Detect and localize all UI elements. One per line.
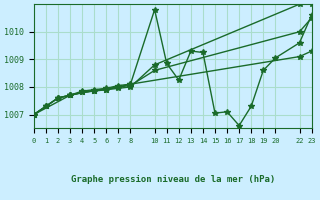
X-axis label: Graphe pression niveau de la mer (hPa): Graphe pression niveau de la mer (hPa) bbox=[71, 175, 275, 184]
